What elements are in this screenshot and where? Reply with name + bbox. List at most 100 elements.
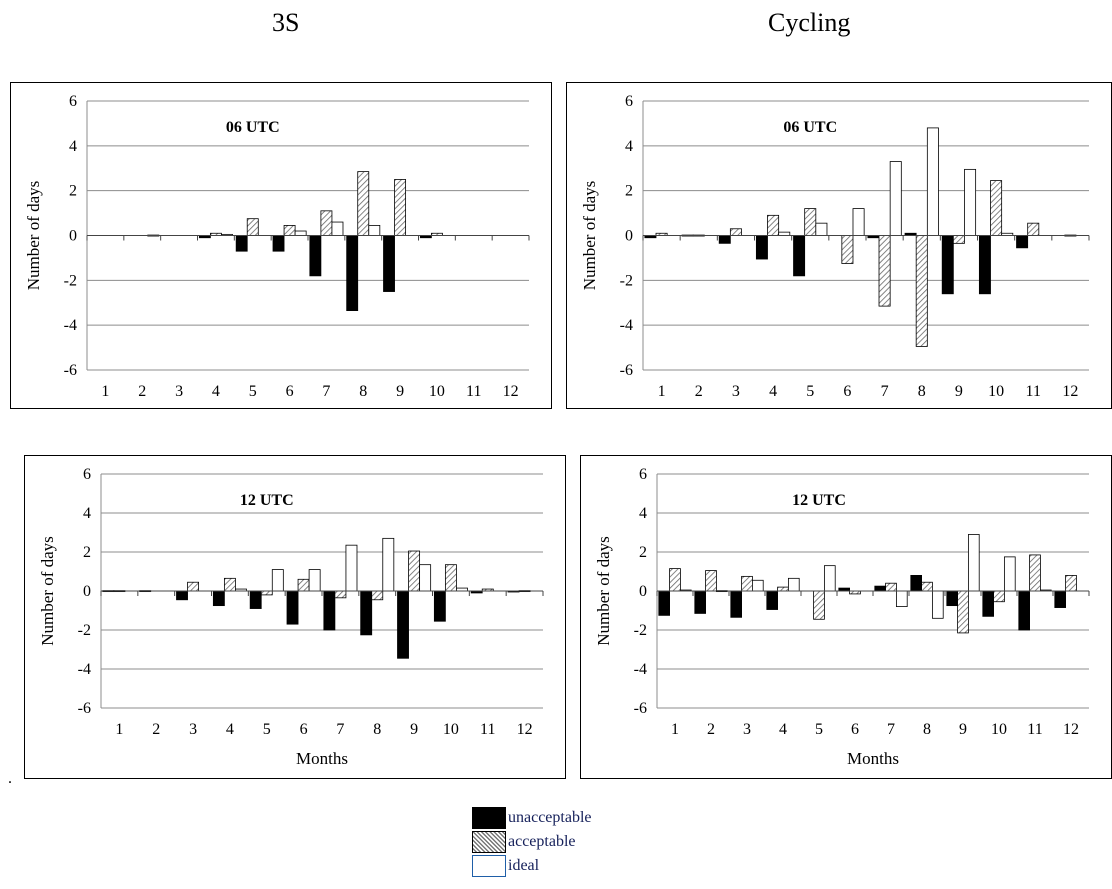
bar-acceptable-5 bbox=[804, 208, 817, 236]
x-tick-label: 1 bbox=[671, 721, 679, 738]
x-tick-label: 12 bbox=[517, 721, 533, 738]
bar-unacceptable-1 bbox=[658, 590, 671, 616]
bar-ideal-8 bbox=[382, 537, 395, 592]
x-tick-label: 9 bbox=[410, 721, 418, 738]
legend-label-ideal: ideal bbox=[508, 857, 540, 874]
chart-title: 06 UTC bbox=[783, 119, 837, 136]
x-tick-label: 4 bbox=[769, 383, 777, 400]
x-tick-label: 6 bbox=[300, 721, 308, 738]
bar-acceptable-9 bbox=[957, 590, 969, 634]
y-axis-label: Number of days bbox=[38, 536, 57, 646]
bar-acceptable-5 bbox=[246, 218, 259, 236]
bar-unacceptable-7 bbox=[309, 235, 322, 277]
y-tick-label: -6 bbox=[620, 362, 633, 379]
y-tick-label: -6 bbox=[78, 700, 91, 717]
y-tick-label: 0 bbox=[625, 228, 633, 245]
legend-swatch-ideal bbox=[472, 855, 506, 877]
y-tick-label: -6 bbox=[634, 700, 647, 717]
bar-ideal-9 bbox=[419, 564, 432, 592]
x-tick-label: 7 bbox=[887, 721, 895, 738]
x-tick-label: 4 bbox=[226, 721, 234, 738]
bar-unacceptable-5 bbox=[793, 235, 806, 277]
y-tick-label: 6 bbox=[83, 466, 91, 483]
bar-acceptable-9 bbox=[408, 550, 421, 592]
bar-ideal-3 bbox=[751, 579, 764, 592]
x-tick-label: 4 bbox=[779, 721, 787, 738]
bar-ideal-8 bbox=[368, 225, 381, 236]
legend-label-unacceptable: unacceptable bbox=[508, 809, 592, 826]
bar-acceptable-8 bbox=[371, 590, 384, 601]
x-tick-label: 10 bbox=[429, 383, 445, 400]
bar-acceptable-6 bbox=[297, 578, 310, 592]
bar-unacceptable-9 bbox=[941, 235, 954, 295]
bar-acceptable-8 bbox=[915, 235, 928, 347]
bar-acceptable-3 bbox=[729, 228, 742, 236]
bar-unacceptable-6 bbox=[286, 590, 299, 625]
bar-unacceptable-10 bbox=[978, 235, 991, 295]
y-tick-label: 0 bbox=[83, 583, 91, 600]
x-tick-label: 2 bbox=[138, 383, 146, 400]
x-tick-label: 1 bbox=[115, 721, 123, 738]
x-tick-label: 10 bbox=[988, 383, 1004, 400]
bar-acceptable-11 bbox=[1027, 222, 1040, 236]
bar-acceptable-10 bbox=[444, 564, 457, 592]
x-tick-label: 8 bbox=[918, 383, 926, 400]
x-tick-label: 8 bbox=[373, 721, 381, 738]
x-tick-label: 10 bbox=[443, 721, 459, 738]
bar-unacceptable-4 bbox=[212, 590, 225, 607]
x-tick-label: 12 bbox=[1063, 721, 1079, 738]
bar-ideal-5 bbox=[815, 222, 828, 236]
column-title-3s: 3S bbox=[272, 8, 300, 37]
column-title-cycling: Cycling bbox=[768, 8, 851, 37]
bar-unacceptable-10 bbox=[433, 590, 446, 622]
bar-ideal-5 bbox=[271, 569, 284, 592]
y-tick-label: 2 bbox=[83, 544, 91, 561]
bar-acceptable-11 bbox=[1029, 554, 1041, 592]
y-axis-label: Number of days bbox=[580, 181, 599, 291]
y-tick-label: 2 bbox=[625, 183, 633, 200]
x-axis-label: Months bbox=[296, 749, 348, 768]
y-tick-label: -2 bbox=[620, 272, 633, 289]
bar-ideal-4 bbox=[778, 231, 791, 236]
y-axis-label: Number of days bbox=[594, 536, 613, 646]
x-tick-label: 6 bbox=[851, 721, 859, 738]
bar-acceptable-3 bbox=[187, 581, 200, 592]
legend-swatch-unacceptable bbox=[472, 807, 506, 829]
bar-ideal-8 bbox=[931, 590, 944, 619]
bar-unacceptable-11 bbox=[1016, 235, 1029, 249]
x-tick-label: 7 bbox=[336, 721, 344, 738]
y-tick-label: -4 bbox=[634, 661, 647, 678]
y-tick-label: -2 bbox=[78, 622, 91, 639]
bar-ideal-6 bbox=[852, 208, 865, 236]
bar-acceptable-9 bbox=[952, 235, 965, 244]
bar-unacceptable-4 bbox=[766, 590, 779, 610]
bar-ideal-4 bbox=[787, 577, 800, 592]
bar-acceptable-12 bbox=[1065, 575, 1077, 592]
x-tick-label: 2 bbox=[152, 721, 160, 738]
bar-unacceptable-4 bbox=[755, 235, 768, 260]
bar-ideal-9 bbox=[964, 168, 977, 236]
y-tick-label: -4 bbox=[78, 661, 91, 678]
y-axis-label: Number of days bbox=[24, 181, 43, 291]
bar-unacceptable-6 bbox=[272, 235, 285, 252]
bar-acceptable-7 bbox=[885, 582, 897, 592]
chart-title: 12 UTC bbox=[240, 492, 294, 509]
legend-label-acceptable: acceptable bbox=[508, 833, 576, 850]
x-tick-label: 3 bbox=[175, 383, 183, 400]
bar-unacceptable-7 bbox=[874, 585, 886, 592]
bar-acceptable-1 bbox=[669, 568, 681, 592]
y-tick-label: 4 bbox=[639, 505, 647, 522]
bar-ideal-7 bbox=[889, 161, 902, 236]
x-axis-label: Months bbox=[847, 749, 899, 768]
bar-acceptable-3 bbox=[741, 575, 753, 592]
x-tick-label: 9 bbox=[959, 721, 967, 738]
bar-ideal-6 bbox=[294, 230, 307, 236]
y-tick-label: 0 bbox=[69, 228, 77, 245]
bar-acceptable-4 bbox=[223, 577, 236, 592]
x-tick-label: 5 bbox=[815, 721, 823, 738]
bar-unacceptable-12 bbox=[1054, 590, 1066, 608]
y-tick-label: 4 bbox=[625, 138, 633, 155]
chart-panel-cycling-06utc: -6 -4 -2 0 2 4 6 1 2 3 4 5 6 7 8 9 10 11 12 06 UTC Number of… bbox=[566, 82, 1112, 409]
